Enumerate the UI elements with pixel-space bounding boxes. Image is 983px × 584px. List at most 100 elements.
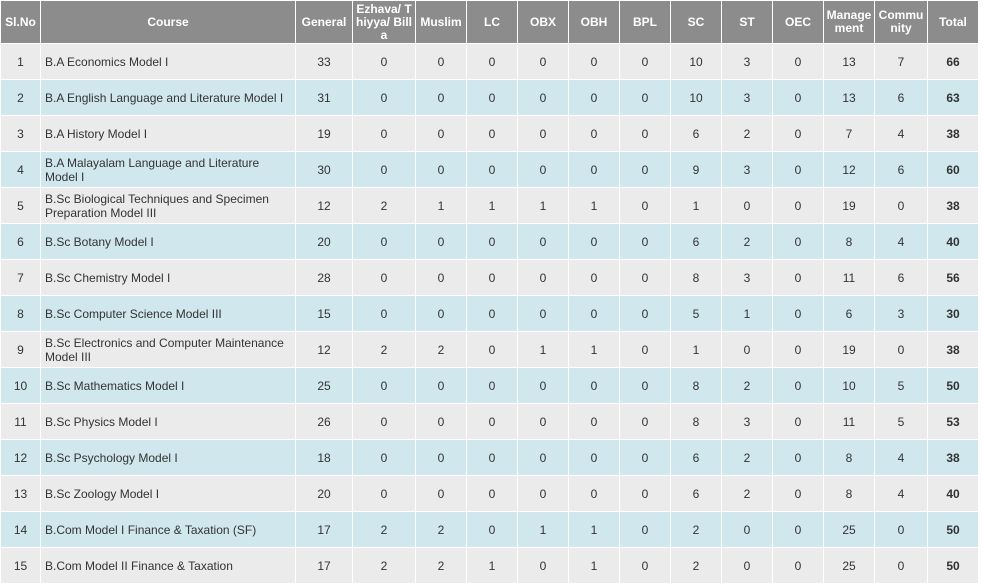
number-cell: 2 (415, 511, 467, 548)
number-cell: 0 (466, 475, 518, 512)
number-cell: 0 (466, 439, 518, 476)
number-cell: 56 (927, 259, 979, 296)
number-cell: 2 (352, 547, 416, 584)
number-cell: 19 (823, 331, 875, 368)
number-cell: 1 (670, 187, 722, 224)
number-cell: 1 (568, 547, 620, 584)
number-cell: 0 (517, 367, 569, 404)
number-cell: 0 (772, 259, 824, 296)
table-row: 12 B.Sc Psychology Model I 18 0 0 0 0 0 0 6 2 0 8 4 38 (0, 439, 979, 476)
number-cell: 6 (670, 115, 722, 152)
column-header: Course (40, 0, 296, 44)
number-cell: 0 (772, 511, 824, 548)
table-row: 14 B.Com Model I Finance & Taxation (SF) 1… (0, 511, 979, 548)
table-row: 1 B.A Economics Model I 33 0 0 0 0 0 0 10 3 0 13 7 66 (0, 43, 979, 80)
column-header: BPL (619, 0, 671, 44)
number-cell: 38 (927, 331, 979, 368)
number-cell: 0 (772, 331, 824, 368)
number-cell: 0 (415, 79, 467, 116)
number-cell: 0 (517, 115, 569, 152)
number-cell: 17 (295, 511, 353, 548)
number-cell: 0 (568, 43, 620, 80)
course-cell: B.A Malayalam Language and Literature Mo… (40, 151, 296, 188)
column-header: SC (670, 0, 722, 44)
number-cell: 12 (295, 331, 353, 368)
number-cell: 0 (517, 475, 569, 512)
number-cell: 0 (619, 547, 671, 584)
number-cell: 3 (721, 151, 773, 188)
number-cell: 26 (295, 403, 353, 440)
number-cell: 1 (466, 187, 518, 224)
number-cell: 0 (415, 151, 467, 188)
number-cell: 0 (874, 187, 928, 224)
number-cell: 1 (568, 511, 620, 548)
number-cell: 0 (568, 403, 620, 440)
number-cell: 4 (0, 151, 41, 188)
number-cell: 50 (927, 547, 979, 584)
number-cell: 0 (352, 259, 416, 296)
number-cell: 0 (466, 259, 518, 296)
number-cell: 8 (823, 223, 875, 260)
number-cell: 0 (352, 403, 416, 440)
number-cell: 0 (568, 115, 620, 152)
number-cell: 0 (568, 367, 620, 404)
course-cell: B.Sc Zoology Model I (40, 475, 296, 512)
number-cell: 0 (415, 259, 467, 296)
number-cell: 0 (568, 79, 620, 116)
number-cell: 0 (772, 547, 824, 584)
number-cell: 1 (670, 331, 722, 368)
number-cell: 12 (0, 439, 41, 476)
number-cell: 2 (415, 547, 467, 584)
number-cell: 0 (352, 475, 416, 512)
course-cell: B.A History Model I (40, 115, 296, 152)
number-cell: 1 (517, 511, 569, 548)
number-cell: 1 (568, 331, 620, 368)
column-header: Management (823, 0, 875, 44)
number-cell: 0 (619, 223, 671, 260)
number-cell: 0 (517, 439, 569, 476)
number-cell: 60 (927, 151, 979, 188)
number-cell: 30 (295, 151, 353, 188)
number-cell: 0 (466, 331, 518, 368)
table-row: 7 B.Sc Chemistry Model I 28 0 0 0 0 0 0 8 3 0 11 6 56 (0, 259, 979, 296)
number-cell: 0 (466, 79, 518, 116)
number-cell: 0 (772, 367, 824, 404)
number-cell: 12 (823, 151, 875, 188)
column-header: Total (927, 0, 979, 44)
number-cell: 0 (619, 187, 671, 224)
number-cell: 0 (721, 331, 773, 368)
number-cell: 0 (517, 43, 569, 80)
number-cell: 3 (874, 295, 928, 332)
number-cell: 8 (823, 439, 875, 476)
number-cell: 40 (927, 223, 979, 260)
number-cell: 0 (874, 331, 928, 368)
number-cell: 7 (0, 259, 41, 296)
number-cell: 0 (352, 79, 416, 116)
course-cell: B.Sc Biological Techniques and Specimen … (40, 187, 296, 224)
number-cell: 31 (295, 79, 353, 116)
number-cell: 0 (517, 259, 569, 296)
number-cell: 13 (0, 475, 41, 512)
number-cell: 4 (874, 475, 928, 512)
number-cell: 0 (619, 79, 671, 116)
number-cell: 25 (823, 511, 875, 548)
number-cell: 4 (874, 223, 928, 260)
number-cell: 0 (466, 367, 518, 404)
number-cell: 0 (568, 151, 620, 188)
table-row: 10 B.Sc Mathematics Model I 25 0 0 0 0 0 0 8 2 0 10 5… (0, 367, 979, 404)
number-cell: 0 (517, 547, 569, 584)
number-cell: 0 (619, 115, 671, 152)
number-cell: 4 (874, 115, 928, 152)
number-cell: 2 (670, 547, 722, 584)
number-cell: 0 (415, 223, 467, 260)
course-cell: B.Sc Computer Science Model III (40, 295, 296, 332)
table-row: 11 B.Sc Physics Model I 26 0 0 0 0 0 0 8 3 0 11 5 53 (0, 403, 979, 440)
number-cell: 1 (568, 187, 620, 224)
number-cell: 3 (721, 259, 773, 296)
number-cell: 11 (0, 403, 41, 440)
column-header: OBX (517, 0, 569, 44)
number-cell: 0 (619, 511, 671, 548)
course-cell: B.Sc Botany Model I (40, 223, 296, 260)
number-cell: 7 (874, 43, 928, 80)
